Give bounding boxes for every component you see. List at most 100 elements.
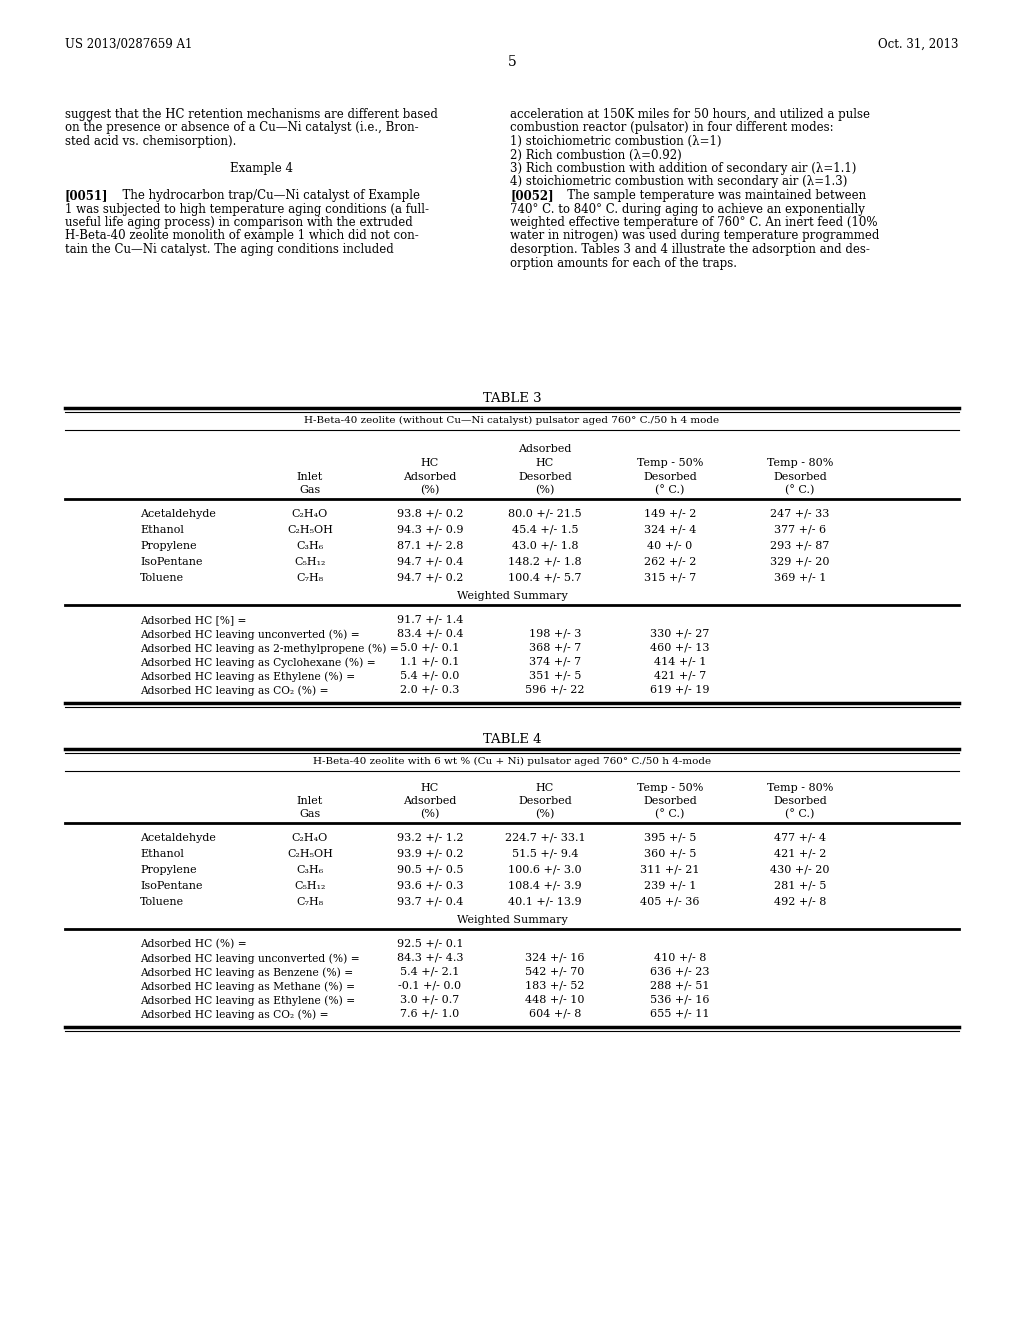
Text: 247 +/- 33: 247 +/- 33 (770, 510, 829, 519)
Text: 477 +/- 4: 477 +/- 4 (774, 833, 826, 843)
Text: 2) Rich combustion (λ=0.92): 2) Rich combustion (λ=0.92) (510, 149, 682, 161)
Text: Acetaldehyde: Acetaldehyde (140, 833, 216, 843)
Text: 368 +/- 7: 368 +/- 7 (528, 643, 582, 653)
Text: 93.9 +/- 0.2: 93.9 +/- 0.2 (396, 849, 463, 859)
Text: 51.5 +/- 9.4: 51.5 +/- 9.4 (512, 849, 579, 859)
Text: 4) stoichiometric combustion with secondary air (λ=1.3): 4) stoichiometric combustion with second… (510, 176, 848, 189)
Text: C₅H₁₂: C₅H₁₂ (294, 557, 326, 568)
Text: HC: HC (421, 783, 439, 793)
Text: C₃H₆: C₃H₆ (296, 541, 324, 550)
Text: C₇H₈: C₇H₈ (296, 898, 324, 907)
Text: Desorbed: Desorbed (518, 796, 571, 807)
Text: 5.0 +/- 0.1: 5.0 +/- 0.1 (400, 643, 460, 653)
Text: HC: HC (421, 458, 439, 469)
Text: 100.4 +/- 5.7: 100.4 +/- 5.7 (508, 573, 582, 583)
Text: 108.4 +/- 3.9: 108.4 +/- 3.9 (508, 880, 582, 891)
Text: (%): (%) (536, 809, 555, 820)
Text: TABLE 3: TABLE 3 (482, 392, 542, 405)
Text: [0052]: [0052] (510, 189, 554, 202)
Text: 92.5 +/- 0.1: 92.5 +/- 0.1 (396, 939, 463, 949)
Text: Adsorbed: Adsorbed (403, 473, 457, 482)
Text: 90.5 +/- 0.5: 90.5 +/- 0.5 (396, 865, 463, 875)
Text: acceleration at 150K miles for 50 hours, and utilized a pulse: acceleration at 150K miles for 50 hours,… (510, 108, 870, 121)
Text: 740° C. to 840° C. during aging to achieve an exponentially: 740° C. to 840° C. during aging to achie… (510, 202, 865, 215)
Text: C₂H₄O: C₂H₄O (292, 833, 328, 843)
Text: 536 +/- 16: 536 +/- 16 (650, 995, 710, 1005)
Text: combustion reactor (pulsator) in four different modes:: combustion reactor (pulsator) in four di… (510, 121, 834, 135)
Text: Temp - 50%: Temp - 50% (637, 458, 703, 469)
Text: Adsorbed HC leaving as Methane (%) =: Adsorbed HC leaving as Methane (%) = (140, 981, 355, 991)
Text: 604 +/- 8: 604 +/- 8 (528, 1008, 582, 1019)
Text: sted acid vs. chemisorption).: sted acid vs. chemisorption). (65, 135, 237, 148)
Text: Adsorbed: Adsorbed (518, 444, 571, 454)
Text: 93.2 +/- 1.2: 93.2 +/- 1.2 (396, 833, 463, 843)
Text: Adsorbed HC leaving as Ethylene (%) =: Adsorbed HC leaving as Ethylene (%) = (140, 671, 355, 681)
Text: 619 +/- 19: 619 +/- 19 (650, 685, 710, 696)
Text: H-Beta-40 zeolite (without Cu—Ni catalyst) pulsator aged 760° C./50 h 4 mode: H-Beta-40 zeolite (without Cu—Ni catalys… (304, 416, 720, 425)
Text: Adsorbed HC (%) =: Adsorbed HC (%) = (140, 939, 247, 949)
Text: Propylene: Propylene (140, 541, 197, 550)
Text: 395 +/- 5: 395 +/- 5 (644, 833, 696, 843)
Text: 5: 5 (508, 55, 516, 69)
Text: C₇H₈: C₇H₈ (296, 573, 324, 583)
Text: useful life aging process) in comparison with the extruded: useful life aging process) in comparison… (65, 216, 413, 228)
Text: weighted effective temperature of 760° C. An inert feed (10%: weighted effective temperature of 760° C… (510, 216, 878, 228)
Text: 94.7 +/- 0.4: 94.7 +/- 0.4 (397, 557, 463, 568)
Text: C₃H₆: C₃H₆ (296, 865, 324, 875)
Text: Inlet: Inlet (297, 473, 324, 482)
Text: Toluene: Toluene (140, 898, 184, 907)
Text: Adsorbed: Adsorbed (403, 796, 457, 807)
Text: Adsorbed HC leaving as CO₂ (%) =: Adsorbed HC leaving as CO₂ (%) = (140, 685, 329, 696)
Text: HC: HC (536, 458, 554, 469)
Text: 262 +/- 2: 262 +/- 2 (644, 557, 696, 568)
Text: 369 +/- 1: 369 +/- 1 (774, 573, 826, 583)
Text: Desorbed: Desorbed (518, 473, 571, 482)
Text: 93.6 +/- 0.3: 93.6 +/- 0.3 (396, 880, 463, 891)
Text: Adsorbed HC leaving as Ethylene (%) =: Adsorbed HC leaving as Ethylene (%) = (140, 995, 355, 1006)
Text: 148.2 +/- 1.8: 148.2 +/- 1.8 (508, 557, 582, 568)
Text: 94.3 +/- 0.9: 94.3 +/- 0.9 (396, 525, 463, 535)
Text: 448 +/- 10: 448 +/- 10 (525, 995, 585, 1005)
Text: 288 +/- 51: 288 +/- 51 (650, 981, 710, 991)
Text: 87.1 +/- 2.8: 87.1 +/- 2.8 (397, 541, 463, 550)
Text: 315 +/- 7: 315 +/- 7 (644, 573, 696, 583)
Text: 43.0 +/- 1.8: 43.0 +/- 1.8 (512, 541, 579, 550)
Text: Gas: Gas (299, 484, 321, 495)
Text: 40 +/- 0: 40 +/- 0 (647, 541, 692, 550)
Text: 224.7 +/- 33.1: 224.7 +/- 33.1 (505, 833, 586, 843)
Text: 492 +/- 8: 492 +/- 8 (774, 898, 826, 907)
Text: -0.1 +/- 0.0: -0.1 +/- 0.0 (398, 981, 462, 991)
Text: H-Beta-40 zeolite monolith of example 1 which did not con-: H-Beta-40 zeolite monolith of example 1 … (65, 230, 419, 243)
Text: Temp - 80%: Temp - 80% (767, 783, 834, 793)
Text: (%): (%) (420, 809, 439, 820)
Text: orption amounts for each of the traps.: orption amounts for each of the traps. (510, 256, 737, 269)
Text: Temp - 50%: Temp - 50% (637, 783, 703, 793)
Text: Desorbed: Desorbed (643, 473, 697, 482)
Text: 3.0 +/- 0.7: 3.0 +/- 0.7 (400, 995, 460, 1005)
Text: tain the Cu—Ni catalyst. The aging conditions included: tain the Cu—Ni catalyst. The aging condi… (65, 243, 394, 256)
Text: Desorbed: Desorbed (773, 473, 826, 482)
Text: 94.7 +/- 0.2: 94.7 +/- 0.2 (397, 573, 463, 583)
Text: 421 +/- 7: 421 +/- 7 (654, 671, 707, 681)
Text: IsoPentane: IsoPentane (140, 880, 203, 891)
Text: 324 +/- 16: 324 +/- 16 (525, 953, 585, 964)
Text: Example 4: Example 4 (230, 162, 294, 176)
Text: The sample temperature was maintained between: The sample temperature was maintained be… (556, 189, 866, 202)
Text: (° C.): (° C.) (785, 484, 815, 495)
Text: 149 +/- 2: 149 +/- 2 (644, 510, 696, 519)
Text: Adsorbed HC leaving as 2-methylpropene (%) =: Adsorbed HC leaving as 2-methylpropene (… (140, 643, 398, 653)
Text: HC: HC (536, 783, 554, 793)
Text: 655 +/- 11: 655 +/- 11 (650, 1008, 710, 1019)
Text: 596 +/- 22: 596 +/- 22 (525, 685, 585, 696)
Text: 5.4 +/- 0.0: 5.4 +/- 0.0 (400, 671, 460, 681)
Text: Weighted Summary: Weighted Summary (457, 915, 567, 925)
Text: 93.8 +/- 0.2: 93.8 +/- 0.2 (396, 510, 463, 519)
Text: 45.4 +/- 1.5: 45.4 +/- 1.5 (512, 525, 579, 535)
Text: Adsorbed HC leaving as Benzene (%) =: Adsorbed HC leaving as Benzene (%) = (140, 968, 353, 978)
Text: Propylene: Propylene (140, 865, 197, 875)
Text: (° C.): (° C.) (655, 809, 685, 820)
Text: Adsorbed HC [%] =: Adsorbed HC [%] = (140, 615, 247, 624)
Text: 7.6 +/- 1.0: 7.6 +/- 1.0 (400, 1008, 460, 1019)
Text: 405 +/- 36: 405 +/- 36 (640, 898, 699, 907)
Text: 80.0 +/- 21.5: 80.0 +/- 21.5 (508, 510, 582, 519)
